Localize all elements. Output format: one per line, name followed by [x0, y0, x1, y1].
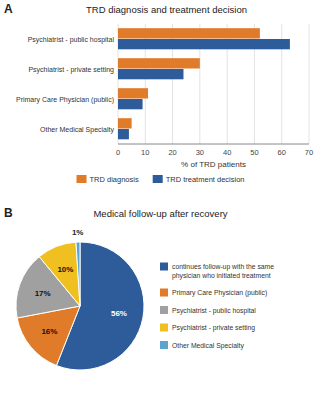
slices [16, 242, 144, 370]
legend-label-line: continues follow-up with the same [172, 263, 274, 271]
legend-label: TRD treatment decision [166, 175, 245, 184]
legend-label: continues follow-up with the samephysici… [172, 263, 274, 280]
legend-item: Psychiatrist - private setting [160, 324, 255, 333]
bar [118, 88, 148, 98]
legend-swatch [153, 175, 163, 183]
bar [118, 39, 290, 49]
data-label: 17% [35, 289, 51, 298]
legend-swatch [160, 289, 168, 297]
legend-label-line: Psychiatrist - public hospital [172, 307, 256, 315]
legend-item: continues follow-up with the samephysici… [160, 263, 274, 280]
legend: TRD diagnosis TRD treatment decision [77, 175, 245, 184]
x-axis-line [118, 144, 309, 145]
x-axis-label: % of TRD patients [181, 160, 246, 169]
bar [118, 58, 200, 68]
legend-swatch [160, 324, 168, 332]
legend-swatch [77, 175, 87, 183]
x-tick-label: 20 [168, 148, 176, 157]
bar [118, 28, 260, 38]
x-tick-label: 40 [223, 148, 231, 157]
data-labels: 56% 16% 17% 10% 1% [35, 228, 127, 336]
y-tick-label: Other Medical Specialty [40, 126, 114, 134]
legend-item: TRD diagnosis [77, 175, 139, 184]
y-tick-label: Primary Care Physician (public) [16, 96, 114, 104]
grid [118, 24, 309, 144]
legend-label: TRD diagnosis [90, 175, 139, 184]
bars [118, 28, 290, 139]
legend-label: Primary Care Physician (public) [172, 289, 267, 297]
legend-item: Psychiatrist - public hospital [160, 306, 256, 315]
panel-label: B [4, 206, 13, 220]
legend-label-line: Psychiatrist - private setting [172, 324, 255, 332]
bar [118, 129, 129, 139]
legend-swatch [160, 306, 168, 314]
legend-label: Psychiatrist - private setting [172, 324, 255, 332]
legend-label: Psychiatrist - public hospital [172, 307, 256, 315]
legend-label-line: physician who initiated treatment [172, 272, 271, 280]
x-tick-label: 60 [278, 148, 286, 157]
legend-item: Primary Care Physician (public) [160, 289, 267, 298]
panel-label: A [4, 2, 13, 16]
chart-title: TRD diagnosis and treatment decision [86, 4, 247, 15]
legend-label-line: Primary Care Physician (public) [172, 289, 267, 297]
y-tick-label: Psychiatrist - public hospital [28, 36, 115, 44]
x-tick-label: 0 [116, 148, 120, 157]
x-tick-label: 30 [196, 148, 204, 157]
pie-slice [76, 242, 80, 306]
bar [118, 69, 183, 79]
x-tick-label: 70 [305, 148, 313, 157]
data-label: 56% [111, 309, 127, 318]
legend-item: TRD treatment decision [153, 175, 245, 184]
chart-root: A TRD diagnosis and treatment decision 0 10… [0, 0, 321, 400]
x-tick-label: 10 [141, 148, 149, 157]
data-label: 1% [72, 228, 84, 237]
legend-swatch [160, 263, 168, 271]
legend-item: Other Medical Specialty [160, 341, 244, 350]
grid-line [309, 24, 310, 144]
legend-label: Other Medical Specialty [172, 342, 244, 350]
bar [118, 99, 143, 109]
legend: continues follow-up with the samephysici… [160, 263, 274, 350]
data-label: 10% [57, 265, 73, 274]
pie-panel: B Medical follow-up after recovery 56% 16% 1… [4, 206, 274, 370]
bar-panel: A TRD diagnosis and treatment decision 0 10… [4, 2, 313, 184]
y-tick-label: Psychiatrist - private setting [28, 66, 114, 74]
x-tick-label: 50 [250, 148, 258, 157]
bar [118, 118, 132, 128]
legend-label-line: Other Medical Specialty [172, 342, 244, 350]
legend-swatch [160, 341, 168, 349]
chart-title: Medical follow-up after recovery [93, 208, 227, 219]
data-label: 16% [41, 327, 57, 336]
